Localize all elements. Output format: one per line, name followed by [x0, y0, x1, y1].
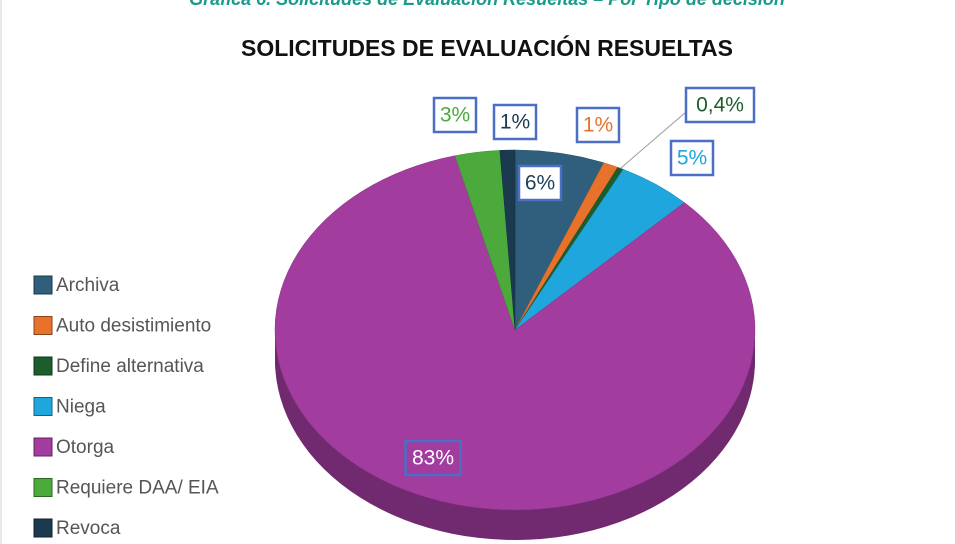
chart-title: SOLICITUDES DE EVALUACIÓN RESUELTAS [241, 34, 733, 61]
data-label-box [669, 139, 715, 177]
legend-label: Archiva [56, 275, 120, 296]
legend-swatch [33, 397, 53, 416]
data-label-box [575, 106, 621, 144]
data-label: 5% [677, 147, 707, 170]
data-label-box [432, 96, 478, 134]
legend-swatch [33, 356, 53, 376]
legend-swatch [33, 275, 53, 295]
legend-label: Niega [56, 397, 106, 418]
legend-swatch [33, 478, 53, 497]
data-label-box [404, 439, 462, 477]
data-label: 83% [412, 447, 454, 470]
data-label-box [492, 103, 538, 141]
legend-label: Otorga [56, 437, 115, 458]
legend-swatch [33, 316, 53, 335]
data-label: 6% [525, 172, 555, 195]
legend-label: Requiere DAA/ EIA [56, 478, 219, 499]
legend-label: Auto desistimiento [56, 316, 211, 337]
legend-label: Define alternativa [56, 356, 204, 377]
data-label: 3% [440, 104, 470, 127]
legend-label: Revoca [56, 518, 121, 539]
legend-swatch [33, 518, 53, 538]
data-label: 1% [583, 114, 613, 137]
data-label-box [517, 164, 563, 202]
data-label-box [684, 86, 756, 124]
leader-line [620, 111, 687, 169]
slice [274, 155, 756, 511]
legend-swatch [33, 437, 53, 457]
slice [499, 149, 516, 331]
data-label: 0,4% [696, 94, 744, 117]
data-label: 1% [500, 111, 530, 134]
caption: Gráfica 6. Solicitudes de Evaluación Res… [189, 0, 785, 9]
